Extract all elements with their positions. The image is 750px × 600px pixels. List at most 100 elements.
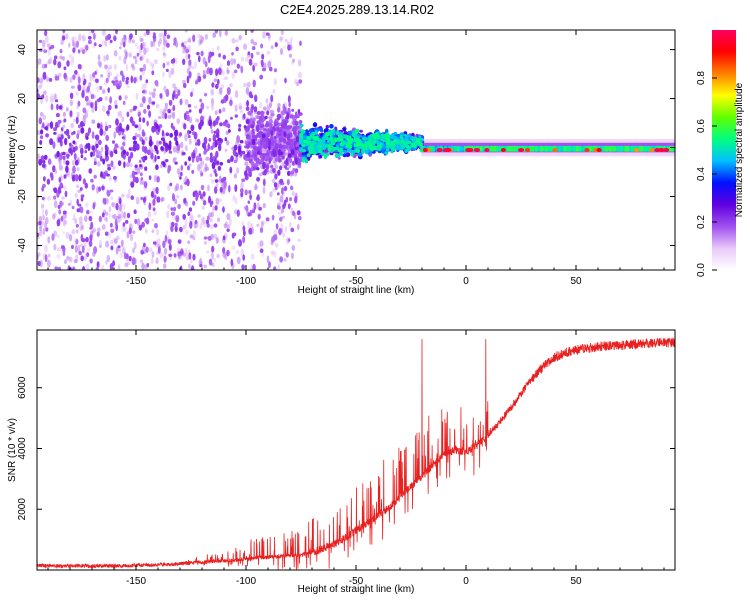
heatmap-cell xyxy=(293,141,297,148)
heatmap-cell xyxy=(233,159,237,164)
heatmap-cell xyxy=(216,253,220,259)
heatmap-cell xyxy=(58,105,63,110)
heatmap-cell xyxy=(264,169,267,174)
heatmap-cell xyxy=(327,146,332,152)
heatmap-cell xyxy=(81,34,86,42)
heatmap-cell xyxy=(164,142,169,148)
heatmap-cell xyxy=(217,165,222,171)
heatmap-cell xyxy=(200,102,205,110)
heatmap-cell xyxy=(238,34,242,41)
heatmap-cell xyxy=(125,151,129,157)
heatmap-cell xyxy=(360,148,365,154)
heatmap-cell xyxy=(125,253,129,260)
heatmap-cell xyxy=(247,142,252,146)
colorbar-tick-label: 0.0 xyxy=(696,263,707,277)
heatmap-cell xyxy=(82,107,87,114)
heatmap-cell xyxy=(157,246,161,254)
heatmap-cell xyxy=(93,33,96,40)
heatmap-cell xyxy=(215,132,220,139)
heatmap-cell xyxy=(111,80,115,84)
heatmap-cell xyxy=(51,233,55,241)
heatmap-cell xyxy=(484,148,490,152)
heatmap-cell xyxy=(262,153,266,161)
heatmap-cell xyxy=(357,152,363,157)
heatmap-cell xyxy=(244,170,248,177)
heatmap-cell xyxy=(174,57,179,64)
heatmap-cell xyxy=(65,128,70,136)
heatmap-cell xyxy=(66,107,69,112)
heatmap-cell xyxy=(245,87,250,95)
heatmap-cell xyxy=(46,43,51,48)
heatmap-cell xyxy=(172,146,177,153)
heatmap-cell xyxy=(174,161,178,165)
heatmap-cell xyxy=(192,253,196,261)
heatmap-cell xyxy=(208,119,212,127)
heatmap-cell xyxy=(44,63,48,69)
colorbar-tick-label: 0.6 xyxy=(696,119,707,133)
heatmap-cell xyxy=(76,198,79,206)
heatmap-cell xyxy=(125,219,129,224)
heatmap-cell xyxy=(233,69,238,74)
heatmap-cell xyxy=(212,206,216,212)
heatmap-cell xyxy=(297,223,300,231)
heatmap-panel: -150 -100 -50 0 50 -40 -20 0 20 40 Height of str… xyxy=(7,29,676,296)
heatmap-cell xyxy=(215,150,219,159)
heatmap-cell xyxy=(131,257,136,266)
heatmap-cell xyxy=(78,33,82,41)
heatmap-cell xyxy=(57,119,62,124)
heatmap-cell xyxy=(117,264,121,270)
colorbar-tick-label: 0.4 xyxy=(696,167,707,181)
heatmap-cell xyxy=(82,266,86,270)
heatmap-cell xyxy=(261,53,265,60)
heatmap-cell xyxy=(143,32,147,37)
heatmap-cell xyxy=(162,240,166,249)
heatmap-cell xyxy=(109,150,114,158)
heatmap-cell xyxy=(130,181,135,188)
heatmap-cell xyxy=(80,255,84,262)
heatmap-cell xyxy=(150,152,154,160)
heatmap-cell xyxy=(171,221,175,228)
heatmap-cell xyxy=(287,203,291,210)
heatmap-cell xyxy=(48,46,52,50)
heatmap-cell xyxy=(223,223,228,229)
heatmap-cell xyxy=(151,63,155,69)
heatmap-cell xyxy=(39,229,43,237)
heatmap-cell xyxy=(43,49,48,53)
heatmap-cell xyxy=(185,229,189,236)
heatmap-cell xyxy=(134,42,138,47)
heatmap-cell xyxy=(230,258,234,267)
heatmap-cell xyxy=(105,197,109,205)
heatmap-cell xyxy=(337,149,343,153)
heatmap-cell xyxy=(253,152,258,158)
heatmap-cell xyxy=(280,48,283,55)
heatmap-cell xyxy=(256,150,261,155)
heatmap-cell xyxy=(119,204,122,212)
heatmap-xtick-label: 0 xyxy=(463,276,469,287)
heatmap-cell xyxy=(170,67,175,75)
heatmap-cell xyxy=(456,145,460,152)
heatmap-cell xyxy=(80,154,84,159)
heatmap-cell xyxy=(65,165,69,173)
heatmap-cell xyxy=(291,245,296,251)
heatmap-cell xyxy=(39,112,44,117)
heatmap-cell xyxy=(354,137,360,142)
heatmap-cell xyxy=(54,99,59,103)
heatmap-cell xyxy=(204,33,209,40)
heatmap-cell xyxy=(110,196,114,200)
heatmap-cell xyxy=(122,41,126,48)
heatmap-cell xyxy=(182,213,186,220)
heatmap-cell xyxy=(226,228,230,232)
heatmap-cell xyxy=(57,72,62,77)
heatmap-cell xyxy=(38,215,43,223)
heatmap-cell xyxy=(563,145,567,152)
heatmap-xtick-label: -50 xyxy=(349,276,364,287)
heatmap-cell xyxy=(616,145,620,152)
snr-xtick-label: 0 xyxy=(463,576,469,587)
heatmap-cell xyxy=(283,106,287,113)
heatmap-cell xyxy=(259,101,263,109)
heatmap-cell xyxy=(245,106,250,111)
heatmap-cell xyxy=(42,71,47,80)
heatmap-cell xyxy=(81,90,85,99)
heatmap-cell xyxy=(136,134,141,138)
heatmap-cell xyxy=(234,196,238,205)
